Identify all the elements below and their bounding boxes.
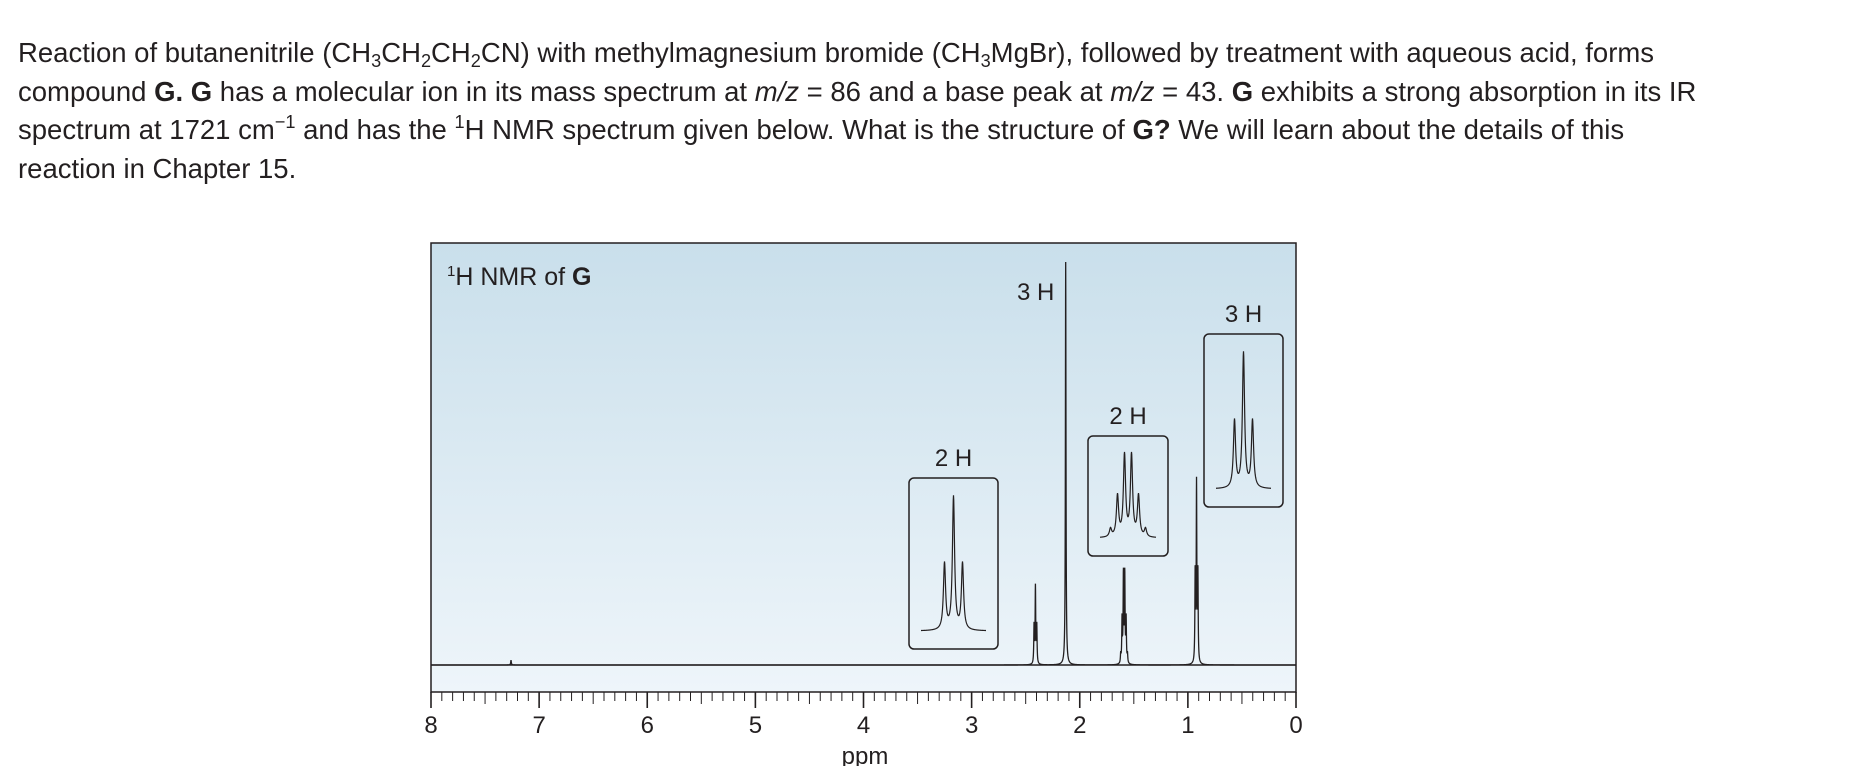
- spectrum-line: [431, 261, 1296, 666]
- inset-integration-label: 2 H: [1109, 403, 1146, 430]
- peak-integration-label: 3 H: [1017, 279, 1054, 306]
- x-tick-label: 1: [1181, 712, 1194, 739]
- inset-integration-label: 3 H: [1225, 301, 1262, 328]
- x-tick-label: 7: [532, 712, 545, 739]
- inset-expansion: 2 H: [1087, 403, 1169, 557]
- integration-labels: 3 H: [1017, 279, 1054, 306]
- x-tick-label: 4: [857, 712, 870, 739]
- x-axis-label: ppm: [842, 743, 889, 766]
- x-tick-label: 8: [424, 712, 437, 739]
- inset-multiplet: [1099, 451, 1157, 538]
- spectrum-trace: [431, 261, 1296, 666]
- inset-expansion: 3 H: [1203, 301, 1284, 508]
- inset-multiplet: [1215, 351, 1272, 489]
- x-tick-label: 2: [1073, 712, 1086, 739]
- inset-box: [1203, 333, 1284, 508]
- inset-multiplet: [920, 495, 987, 632]
- x-tick-label: 0: [1289, 712, 1302, 739]
- x-axis: 8 7 6 5 4 3 2 1 0: [424, 692, 1303, 739]
- x-tick-label: 6: [641, 712, 654, 739]
- expansion-insets: 2 H 2 H 3 H: [908, 301, 1284, 650]
- x-tick-label: 5: [749, 712, 762, 739]
- inset-integration-label: 2 H: [935, 445, 972, 472]
- chart-title: 1H NMR of G: [447, 263, 591, 291]
- inset-box: [908, 477, 999, 650]
- x-tick-label: 3: [965, 712, 978, 739]
- inset-box: [1087, 435, 1169, 557]
- inset-expansion: 2 H: [908, 445, 999, 650]
- plot-area: [430, 242, 1297, 693]
- problem-statement: Reaction of butanenitrile (CH3CH2CH2CN) …: [18, 37, 1697, 184]
